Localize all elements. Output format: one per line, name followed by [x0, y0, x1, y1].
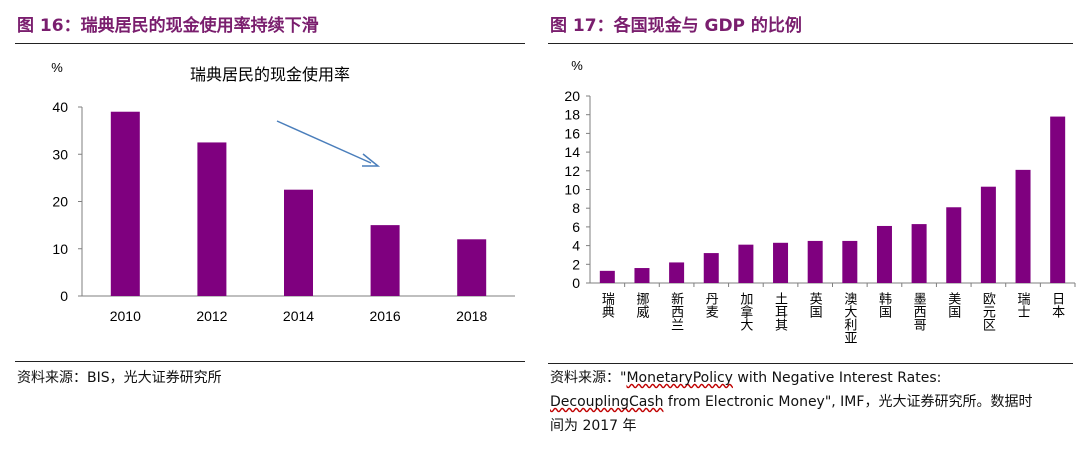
y-tick-label: 14 — [564, 144, 580, 160]
bar — [807, 240, 823, 283]
left-bar-chart: % 0 10 20 30 40 2010 2012 2014 2016 2018 瑞典居民的现金使用率 — [51, 60, 515, 324]
y-tick-label: 30 — [52, 146, 68, 162]
bar — [634, 268, 650, 283]
x-tick-label: 2014 — [283, 308, 314, 324]
left-figure-title: 图 16：瑞典居民的现金使用率持续下滑 — [17, 16, 319, 36]
bar — [842, 240, 858, 283]
right-figure-title: 图 17：各国现金与 GDP 的比例 — [550, 16, 802, 36]
x-tick-label: 欧元区 — [981, 292, 996, 331]
bar — [738, 244, 754, 283]
bar — [1015, 169, 1031, 283]
trend-arrow-head — [362, 153, 381, 167]
x-tick-label: 加拿大 — [738, 292, 753, 331]
bar — [946, 207, 962, 283]
x-tick-label: 2012 — [196, 308, 227, 324]
y-tick-label: 40 — [52, 99, 68, 115]
bar — [1050, 116, 1066, 283]
y-tick-label: 0 — [572, 275, 580, 291]
y-unit-label: % — [571, 58, 583, 73]
y-tick-label: 12 — [564, 163, 580, 179]
bar — [370, 225, 400, 296]
bar — [197, 142, 227, 296]
left-source-rule — [15, 361, 525, 362]
y-tick-label: 0 — [60, 288, 68, 304]
x-tick-label: 新西兰 — [669, 291, 684, 331]
x-tick-label: 瑞典 — [600, 292, 615, 318]
y-tick-label: 4 — [572, 238, 580, 254]
x-tick-label: 澳大利亚 — [842, 291, 857, 344]
bar — [457, 239, 487, 296]
y-tick-label: 8 — [572, 200, 580, 216]
bar — [911, 224, 927, 283]
x-tick-label: 2018 — [456, 308, 487, 324]
chart-annotation: 瑞典居民的现金使用率 — [190, 66, 350, 84]
x-tick-label: 土耳其 — [773, 292, 788, 331]
bar — [110, 111, 140, 296]
source-text-2: from Electronic Money", IMF，光大证券研究所。数据时间… — [550, 394, 1033, 434]
right-bar-chart: % 0 2 4 6 8 10 12 14 16 18 20 瑞典 挪威 新西兰 丹麦 加拿大 土耳其 英国 澳大利亚 韩… — [564, 58, 1076, 344]
bar — [876, 225, 892, 283]
x-tick-label: 墨西哥 — [912, 292, 927, 331]
right-source-note: 资料来源："MonetaryPolicy with Negative Inter… — [550, 366, 1040, 438]
bar — [773, 242, 789, 283]
y-unit-label: % — [51, 60, 63, 75]
source-term-decouplingcash: DecouplingCash — [550, 394, 664, 410]
bar — [599, 270, 615, 283]
x-tick-label: 日本 — [1050, 292, 1065, 318]
left-figure-panel: 图 16：瑞典居民的现金使用率持续下滑 % 0 10 20 30 40 2010 2012 20… — [0, 0, 530, 449]
y-tick-label: 20 — [564, 88, 580, 104]
y-tick-label: 2 — [572, 256, 580, 272]
x-tick-label: 2016 — [370, 308, 401, 324]
bar — [669, 262, 685, 283]
x-tick-label: 韩国 — [877, 292, 892, 318]
y-tick-label: 10 — [52, 241, 68, 257]
y-tick-label: 6 — [572, 219, 580, 235]
y-tick-label: 16 — [564, 125, 580, 141]
x-tick-label: 挪威 — [634, 292, 649, 318]
x-tick-label: 英国 — [808, 292, 823, 318]
right-source-rule — [548, 363, 1073, 364]
y-tick-label: 20 — [52, 194, 68, 210]
y-tick-label: 10 — [564, 182, 580, 198]
bar — [284, 189, 313, 296]
trend-arrow-line — [276, 120, 372, 164]
source-term-monetarypolicy: MonetaryPolicy — [626, 370, 733, 386]
bar — [980, 186, 996, 283]
right-title-rule — [548, 43, 1073, 44]
x-tick-label: 瑞士 — [1016, 292, 1031, 318]
bar — [703, 253, 719, 283]
y-tick-label: 18 — [564, 107, 580, 123]
x-tick-label: 美国 — [946, 292, 961, 318]
x-tick-label: 丹麦 — [704, 292, 719, 318]
right-figure-panel: 图 17：各国现金与 GDP 的比例 % 0 2 4 6 8 10 12 14 16 18 20 瑞典挪… — [545, 0, 1080, 449]
left-source-note: 资料来源：BIS，光大证券研究所 — [17, 370, 222, 386]
x-tick-label: 2010 — [110, 308, 141, 324]
source-text-1: with Negative Interest Rates: — [732, 370, 942, 386]
left-title-rule — [15, 43, 525, 44]
source-prefix: 资料来源：" — [550, 370, 627, 386]
